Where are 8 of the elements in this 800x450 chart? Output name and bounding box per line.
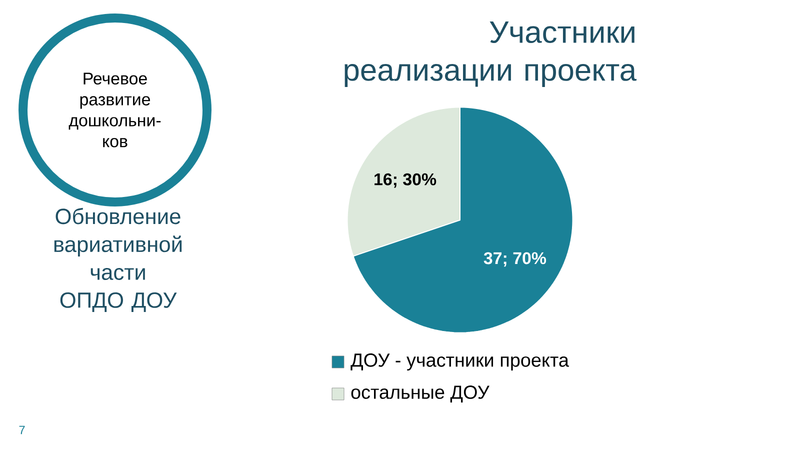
data-label: 16; 30% [374,173,436,188]
legend-label: ДОУ - участники проекта [350,353,569,371]
text: Обновление вариативной части ОПДО ДОУ [54,208,182,312]
legend-label: остальные ДОУ [351,385,490,402]
data-label: 37; 70% [484,252,546,267]
chart-title: Участники реализации проекта [344,22,637,88]
text: 7 [19,426,25,434]
text: Речевое развитие дошкольни-ков [68,72,161,148]
